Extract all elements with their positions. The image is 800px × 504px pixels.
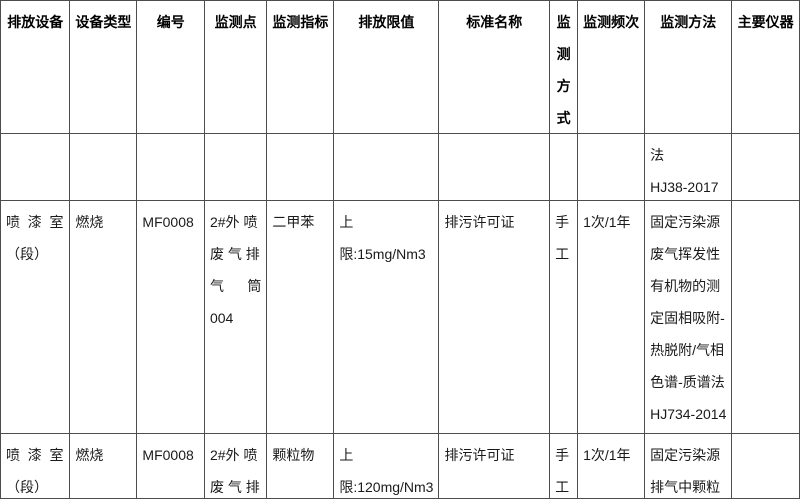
cell-text-monitoring-method: 固定污染源 排气中颗粒 [650, 447, 721, 495]
header-cell-monitoring-method: 监测方法 [644, 0, 733, 134]
table-header-row: 排放设备 设备类型 编号 监测点 监测指标 排放限值 标准名称 监 测 方 式监测频次 监测方法… [0, 0, 800, 134]
cell-code: MF0008 [136, 433, 205, 499]
cell-main-instrument [731, 200, 800, 434]
cell-text-emission-device [2, 135, 69, 200]
header-label-monitoring-mode: 监 测 方 式 [556, 14, 571, 126]
cell-monitoring-method: 固定污染源 废气挥发性 有机物的测 定固相吸附- 热脱附/气相 色谱-质谱法 H… [644, 200, 733, 434]
cell-text-emission-limit: 上 限:15mg/Nm3 [339, 214, 426, 262]
header-cell-monitoring-point: 监测点 [203, 0, 268, 134]
cell-monitoring-point [203, 133, 268, 201]
cell-text-standard-name [440, 135, 549, 200]
cell-emission-limit: 上 限:120mg/Nm3 [333, 433, 440, 499]
table-body: 法 HJ38-2017 喷 漆 室 （段） 燃烧 MF0008 2#外 喷 废 气 排 … [0, 133, 800, 499]
header-cell-code: 编号 [136, 0, 205, 134]
header-label-emission-limit: 排放限值 [358, 14, 415, 30]
cell-emission-limit: 上 限:15mg/Nm3 [333, 200, 440, 434]
cell-monitoring-method: 固定污染源 排气中颗粒 [644, 433, 733, 499]
cell-monitoring-mode: 手 工 [549, 200, 579, 434]
cell-device-type [69, 133, 138, 201]
cell-text-code: MF0008 [142, 214, 194, 230]
cell-monitoring-frequency: 1次/1年 [577, 433, 646, 499]
cell-text-monitoring-indicator [268, 135, 333, 200]
table-row: 喷 漆 室 （段） 燃烧 MF0008 2#外 喷 废 气 排 气 筒 004 二甲苯 上… [0, 200, 800, 434]
cell-text-monitoring-mode: 手 工 [555, 447, 570, 495]
cell-text-device-type: 燃烧 [75, 447, 104, 463]
cell-code: MF0008 [136, 200, 205, 434]
cell-text-monitoring-mode: 手 工 [555, 214, 570, 262]
cell-device-type: 燃烧 [69, 433, 138, 499]
table-header: 排放设备 设备类型 编号 监测点 监测指标 排放限值 标准名称 监 测 方 式监测频次 监测方法… [0, 0, 800, 134]
header-cell-emission-device: 排放设备 [0, 0, 71, 134]
cell-monitoring-indicator: 二甲苯 [266, 200, 335, 434]
cell-monitoring-indicator: 颗粒物 [266, 433, 335, 499]
header-cell-standard-name: 标准名称 [438, 0, 551, 134]
cell-text-main-instrument [733, 435, 799, 498]
header-label-code: 编号 [156, 14, 185, 30]
header-cell-device-type: 设备类型 [69, 0, 138, 134]
header-cell-monitoring-mode: 监 测 方 式 [549, 0, 579, 134]
cell-text-monitoring-frequency: 1次/1年 [583, 214, 631, 230]
header-label-standard-name: 标准名称 [466, 14, 523, 30]
cell-text-device-type [71, 135, 136, 200]
cell-monitoring-frequency: 1次/1年 [577, 200, 646, 434]
cell-monitoring-mode: 手 工 [549, 433, 579, 499]
cell-emission-device [0, 133, 71, 201]
header-cell-emission-limit: 排放限值 [333, 0, 440, 134]
cell-text-monitoring-point [205, 135, 265, 200]
cell-text-main-instrument [733, 135, 799, 200]
cell-monitoring-point: 2#外 喷 废 气 排 气 筒 004 [203, 200, 268, 434]
cell-standard-name [438, 133, 551, 201]
cell-monitoring-frequency [577, 133, 646, 201]
cell-main-instrument [731, 433, 800, 499]
table-row: 喷 漆 室 （段） 燃烧 MF0008 2#外 喷 废 气 排颗粒物 上 限:120mg… [0, 433, 800, 499]
cell-text-device-type: 燃烧 [75, 214, 104, 230]
cell-standard-name: 排污许可证 [438, 200, 551, 434]
cell-monitoring-point: 2#外 喷 废 气 排 [203, 433, 268, 499]
cell-text-main-instrument [733, 202, 799, 433]
cell-emission-device: 喷 漆 室 （段） [0, 433, 71, 499]
cell-monitoring-mode [549, 133, 579, 201]
header-label-monitoring-indicator: 监测指标 [272, 14, 329, 30]
cell-text-monitoring-method: 固定污染源 废气挥发性 有机物的测 定固相吸附- 热脱附/气相 色谱-质谱法 H… [650, 214, 727, 422]
cell-text-code: MF0008 [142, 447, 194, 463]
cell-standard-name: 排污许可证 [438, 433, 551, 499]
cell-text-emission-device: 喷 漆 室 （段） [6, 447, 64, 495]
cell-monitoring-method: 法 HJ38-2017 [644, 133, 733, 201]
header-label-device-type: 设备类型 [75, 14, 132, 30]
cell-text-emission-device: 喷 漆 室 （段） [6, 214, 64, 262]
cell-text-code [138, 135, 204, 200]
header-label-monitoring-method: 监测方法 [660, 14, 717, 30]
cell-text-monitoring-point: 2#外 喷 废 气 排 气 筒 004 [209, 214, 262, 326]
cell-text-monitoring-frequency: 1次/1年 [583, 447, 631, 463]
cell-text-monitoring-point: 2#外 喷 废 气 排 [209, 447, 260, 495]
cell-emission-limit [333, 133, 440, 201]
cell-text-emission-limit [335, 135, 438, 200]
cell-text-monitoring-mode [551, 135, 577, 200]
cell-main-instrument [731, 133, 800, 201]
cell-text-standard-name: 排污许可证 [444, 214, 515, 230]
header-label-emission-device: 排放设备 [7, 14, 64, 30]
header-cell-monitoring-indicator: 监测指标 [266, 0, 335, 134]
header-label-monitoring-point: 监测点 [214, 14, 257, 30]
cell-text-monitoring-indicator: 颗粒物 [272, 447, 315, 463]
header-cell-monitoring-frequency: 监测频次 [577, 0, 646, 134]
header-label-monitoring-frequency: 监测频次 [583, 14, 640, 30]
cell-monitoring-indicator [266, 133, 335, 201]
cell-text-emission-limit: 上 限:120mg/Nm3 [339, 447, 434, 495]
cell-text-monitoring-method: 法 HJ38-2017 [650, 147, 719, 195]
header-cell-main-instrument: 主要仪器 [731, 0, 800, 134]
cell-device-type: 燃烧 [69, 200, 138, 434]
table-row: 法 HJ38-2017 [0, 133, 800, 201]
cell-code [136, 133, 205, 201]
cell-text-standard-name: 排污许可证 [444, 447, 515, 463]
cell-emission-device: 喷 漆 室 （段） [0, 200, 71, 434]
header-label-main-instrument: 主要仪器 [737, 14, 794, 30]
cell-text-monitoring-frequency [579, 135, 644, 200]
cell-text-monitoring-indicator: 二甲苯 [272, 214, 315, 230]
